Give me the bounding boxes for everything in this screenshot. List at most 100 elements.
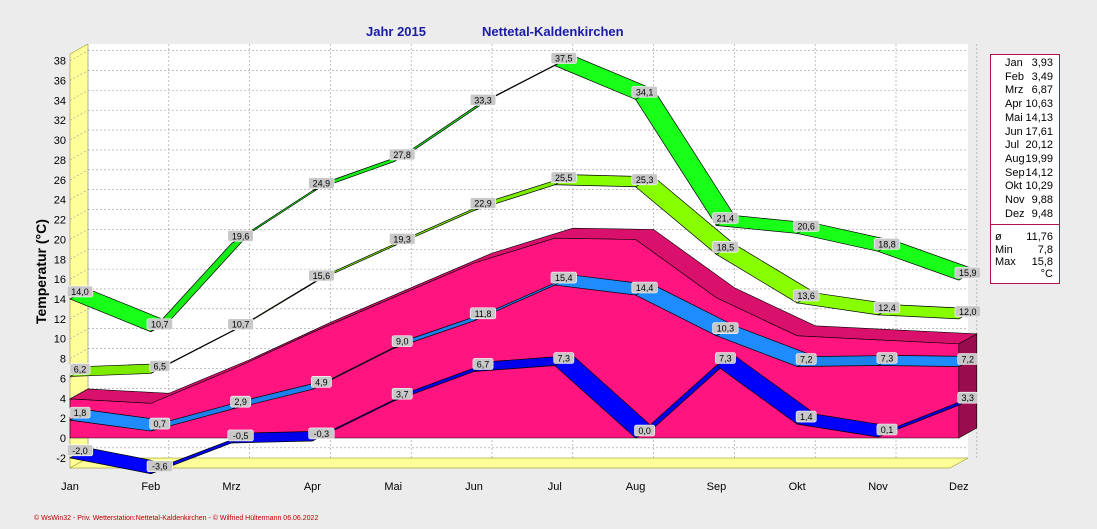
legend-stat-value: 15,8 <box>1031 256 1053 268</box>
legend-month: Aug <box>1005 152 1025 165</box>
data-label-box <box>66 285 94 298</box>
data-label-box <box>873 301 901 314</box>
grid-depth-line <box>69 70 89 81</box>
plot-floor <box>69 457 969 469</box>
legend-month: Mrz <box>1005 84 1024 97</box>
legend-row: Jun 17,61 <box>991 126 1059 139</box>
mean-area-side <box>958 333 978 439</box>
grid-depth-line <box>69 149 89 161</box>
x-tick-label: Jul <box>548 481 562 493</box>
grid-depth-line <box>69 109 89 121</box>
legend-value: 14,12 <box>1025 166 1053 179</box>
x-tick-label: Mrz <box>222 481 240 493</box>
data-label: 7,2 <box>800 355 813 365</box>
data-label: 2,9 <box>234 397 247 407</box>
data-label: 4,9 <box>315 377 328 387</box>
copyright-footer: © WsWin32 - Priv. Wetterstation:Nettetal… <box>34 514 318 522</box>
grid-depth-line <box>69 268 89 280</box>
data-label-box <box>631 173 658 186</box>
legend-month: Jan <box>1005 57 1023 69</box>
x-tick-label: Okt <box>789 481 806 493</box>
legend-value: 14,13 <box>1025 111 1053 124</box>
data-label-box <box>310 376 332 388</box>
data-label-box <box>712 212 739 224</box>
data-label: 19,3 <box>393 234 411 244</box>
y-tick-label: 34 <box>54 95 66 107</box>
legend-value: 10,29 <box>1025 180 1053 193</box>
legend-month: Apr <box>1005 98 1023 111</box>
legend-separator <box>991 224 1059 225</box>
grid-depth-line <box>69 328 89 339</box>
data-label-box <box>712 240 739 253</box>
data-label: 7,3 <box>558 354 571 364</box>
legend-month: Dez <box>1005 207 1025 220</box>
data-label-box <box>550 171 577 184</box>
data-label: 20,6 <box>797 221 815 231</box>
legend-value: 17,61 <box>1025 125 1053 138</box>
data-label: 13,6 <box>797 291 815 301</box>
legend-row: Okt 10,29 <box>991 180 1059 193</box>
data-label-box <box>149 360 171 372</box>
data-label-box <box>227 429 254 442</box>
data-label-box <box>391 387 413 400</box>
monthly-mean-legend: Jan 3,93 Feb 3,49 Mrz 6,87 Apr 10,63 Mai 14,13 Jun… <box>990 54 1060 284</box>
series-bands <box>68 55 979 475</box>
data-label: 10,3 <box>717 324 735 334</box>
data-label: 1,4 <box>800 412 813 422</box>
grid-depth-line <box>69 388 89 399</box>
data-label: 1,8 <box>74 408 87 418</box>
legend-value: 9,88 <box>1031 194 1053 206</box>
data-label: 12,4 <box>878 303 896 313</box>
y-axis-label: Temperatur (°C) <box>33 219 49 324</box>
y-tick-label: 24 <box>54 195 66 207</box>
data-label: 24,9 <box>313 179 331 189</box>
data-label-box <box>469 307 497 320</box>
data-label: 22,9 <box>474 199 492 209</box>
data-label: 7,3 <box>719 354 732 364</box>
legend-value: 20,12 <box>1025 139 1053 152</box>
data-label: 15,6 <box>313 271 331 281</box>
data-label: 34,1 <box>636 87 654 97</box>
data-label: -0,5 <box>233 431 249 441</box>
legend-value: 19,99 <box>1025 152 1053 165</box>
data-label: 10,7 <box>151 320 169 330</box>
legend-stat-row: Min 7,8 <box>991 244 1059 257</box>
y-tick-label: 32 <box>54 115 66 127</box>
data-label-box <box>389 233 416 245</box>
data-label-box <box>227 318 254 331</box>
data-label-box <box>469 94 497 106</box>
legend-row: Mai 14,13 <box>991 112 1059 125</box>
y-tick-label: 28 <box>54 155 66 167</box>
data-label: -0,3 <box>314 429 330 439</box>
data-label: 37,5 <box>555 54 573 64</box>
grid-depth-line <box>69 248 89 260</box>
chart-subtitle: Nettetal-Kaldenkirchen <box>482 24 624 39</box>
legend-value: 3,49 <box>1031 70 1053 83</box>
legend-row: Sep 14,12 <box>991 167 1059 180</box>
x-tick-label: Sep <box>707 481 727 493</box>
legend-value: 6,87 <box>1031 84 1053 97</box>
y-tick-label: 36 <box>54 76 66 88</box>
data-label: 0,1 <box>881 425 894 435</box>
y-tick-label: 26 <box>54 175 66 187</box>
legend-stat-label: ø <box>995 231 1002 243</box>
data-label-box <box>66 444 94 457</box>
grid-depth-line <box>69 129 89 141</box>
chart-title: Jahr 2015 <box>366 24 426 39</box>
legend-stat-row: ø 11,76 <box>991 231 1059 244</box>
legend-month: Sep <box>1005 166 1025 179</box>
data-label: 25,5 <box>555 173 573 183</box>
grid-depth-line <box>69 209 89 220</box>
data-label: 25,3 <box>636 175 654 185</box>
data-label: 19,6 <box>232 231 250 241</box>
data-label-box <box>553 352 575 364</box>
y-tick-label: 10 <box>54 334 66 346</box>
data-labels: 14,0 10,7 19,6 24,9 27,8 33,3 37,5 34,1 21,4 20,6… <box>66 52 981 473</box>
data-label: 9,0 <box>396 337 409 347</box>
legend-row: Jul 20,12 <box>991 139 1059 152</box>
data-label-box <box>389 148 416 161</box>
data-label-box <box>227 230 254 242</box>
data-label-box <box>876 423 898 436</box>
data-label: 6,5 <box>154 361 167 371</box>
y-tick-label: 6 <box>60 373 66 385</box>
